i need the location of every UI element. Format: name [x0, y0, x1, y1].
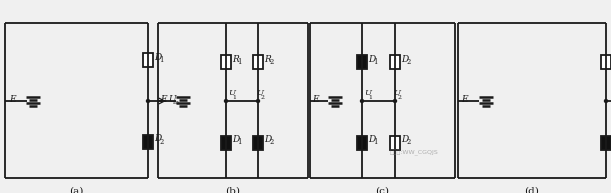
Text: 1: 1	[159, 56, 164, 64]
Bar	[357, 55, 367, 69]
Text: 1: 1	[238, 139, 242, 146]
Text: 微信号:WW_CGQJS: 微信号:WW_CGQJS	[390, 150, 439, 156]
Text: R: R	[264, 54, 271, 63]
Bar	[390, 135, 400, 150]
Text: 2: 2	[398, 95, 401, 100]
Text: E: E	[9, 95, 15, 103]
Text: 2: 2	[406, 58, 411, 66]
Circle shape	[360, 100, 364, 102]
Text: R: R	[232, 54, 239, 63]
Text: U: U	[256, 89, 263, 97]
Text: E: E	[312, 95, 318, 103]
Text: D: D	[401, 54, 408, 63]
Text: (b): (b)	[225, 187, 241, 193]
Text: m: m	[173, 100, 179, 105]
Text: (c): (c)	[376, 187, 389, 193]
Bar	[221, 135, 231, 150]
Text: D: D	[368, 54, 375, 63]
Text: (d): (d)	[525, 187, 540, 193]
Text: D: D	[154, 52, 161, 62]
Text: D: D	[264, 135, 271, 144]
Text: D: D	[368, 135, 375, 144]
Text: 1: 1	[233, 95, 236, 100]
Bar	[221, 55, 231, 69]
Circle shape	[393, 100, 397, 102]
Text: 2: 2	[406, 139, 411, 146]
Text: D: D	[154, 134, 161, 143]
Text: 2: 2	[159, 137, 164, 146]
Text: 2: 2	[269, 139, 274, 146]
Bar	[601, 55, 611, 69]
Bar	[143, 53, 153, 67]
Bar	[143, 135, 153, 148]
Text: E: E	[461, 95, 467, 103]
Bar	[390, 55, 400, 69]
Circle shape	[604, 100, 607, 102]
Text: 1: 1	[238, 58, 242, 66]
Text: (a): (a)	[69, 187, 84, 193]
Text: 2: 2	[269, 58, 274, 66]
Text: D: D	[401, 135, 408, 144]
Bar	[253, 135, 263, 150]
Text: 2: 2	[260, 95, 265, 100]
Text: 1: 1	[373, 58, 378, 66]
Text: E: E	[159, 95, 166, 103]
Text: 1: 1	[368, 95, 373, 100]
Bar	[601, 135, 611, 150]
Circle shape	[224, 100, 227, 102]
Text: D: D	[232, 135, 240, 144]
Text: U: U	[364, 89, 371, 97]
Text: U: U	[168, 95, 175, 103]
Text: U: U	[393, 89, 400, 97]
Text: 1: 1	[373, 139, 378, 146]
Bar	[357, 135, 367, 150]
Circle shape	[147, 100, 150, 102]
Text: U: U	[228, 89, 235, 97]
Bar	[253, 55, 263, 69]
Circle shape	[257, 100, 260, 102]
